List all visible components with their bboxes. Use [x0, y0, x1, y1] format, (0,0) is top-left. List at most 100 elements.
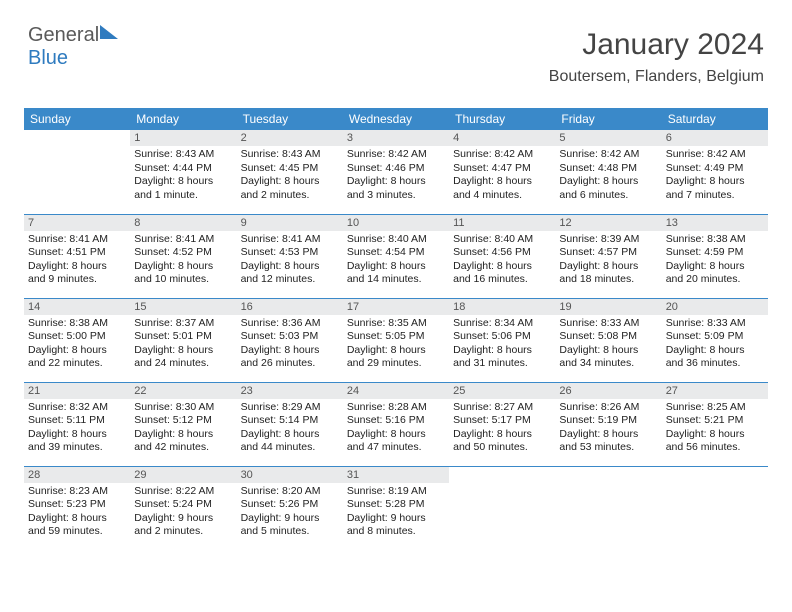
cell-day2: and 36 minutes.	[666, 357, 764, 371]
cell-sunrise: Sunrise: 8:19 AM	[347, 485, 445, 499]
cell-day1: Daylight: 8 hours	[666, 260, 764, 274]
cell-sunset: Sunset: 4:45 PM	[241, 162, 339, 176]
cell-sunrise: Sunrise: 8:32 AM	[28, 401, 126, 415]
cell-day1: Daylight: 8 hours	[134, 260, 232, 274]
cell-day1: Daylight: 8 hours	[666, 175, 764, 189]
day-number: 8	[130, 215, 236, 231]
cell-day2: and 6 minutes.	[559, 189, 657, 203]
cell-day2: and 26 minutes.	[241, 357, 339, 371]
cell-day1: Daylight: 8 hours	[134, 428, 232, 442]
day-number: 18	[449, 299, 555, 315]
cell-sunset: Sunset: 5:16 PM	[347, 414, 445, 428]
cell-day2: and 9 minutes.	[28, 273, 126, 287]
cell-day2: and 2 minutes.	[241, 189, 339, 203]
day-number: 2	[237, 130, 343, 146]
cell-day2: and 44 minutes.	[241, 441, 339, 455]
cell-sunrise: Sunrise: 8:42 AM	[666, 148, 764, 162]
cell-day2: and 1 minute.	[134, 189, 232, 203]
cell-sunset: Sunset: 5:19 PM	[559, 414, 657, 428]
calendar-day-cell: 10Sunrise: 8:40 AMSunset: 4:54 PMDayligh…	[343, 214, 449, 298]
calendar-day-cell: 19Sunrise: 8:33 AMSunset: 5:08 PMDayligh…	[555, 298, 661, 382]
cell-day1: Daylight: 8 hours	[134, 175, 232, 189]
calendar-day-cell: 8Sunrise: 8:41 AMSunset: 4:52 PMDaylight…	[130, 214, 236, 298]
cell-sunrise: Sunrise: 8:35 AM	[347, 317, 445, 331]
cell-day1: Daylight: 8 hours	[453, 260, 551, 274]
calendar-day-cell	[449, 466, 555, 550]
day-number: 11	[449, 215, 555, 231]
cell-day1: Daylight: 8 hours	[28, 512, 126, 526]
cell-sunset: Sunset: 5:09 PM	[666, 330, 764, 344]
cell-day1: Daylight: 8 hours	[241, 175, 339, 189]
cell-day2: and 59 minutes.	[28, 525, 126, 539]
day-number: 17	[343, 299, 449, 315]
calendar-day-cell: 15Sunrise: 8:37 AMSunset: 5:01 PMDayligh…	[130, 298, 236, 382]
day-number: 30	[237, 467, 343, 483]
location-label: Boutersem, Flanders, Belgium	[549, 68, 764, 86]
brand-word1: General	[28, 24, 99, 46]
cell-sunrise: Sunrise: 8:34 AM	[453, 317, 551, 331]
day-number: 3	[343, 130, 449, 146]
cell-sunrise: Sunrise: 8:29 AM	[241, 401, 339, 415]
calendar-day-cell: 9Sunrise: 8:41 AMSunset: 4:53 PMDaylight…	[237, 214, 343, 298]
calendar-day-cell: 1Sunrise: 8:43 AMSunset: 4:44 PMDaylight…	[130, 130, 236, 214]
cell-day2: and 31 minutes.	[453, 357, 551, 371]
calendar-week-row: 14Sunrise: 8:38 AMSunset: 5:00 PMDayligh…	[24, 298, 768, 382]
calendar-day-cell: 21Sunrise: 8:32 AMSunset: 5:11 PMDayligh…	[24, 382, 130, 466]
cell-day2: and 39 minutes.	[28, 441, 126, 455]
calendar-day-cell: 23Sunrise: 8:29 AMSunset: 5:14 PMDayligh…	[237, 382, 343, 466]
cell-sunset: Sunset: 4:57 PM	[559, 246, 657, 260]
cell-sunset: Sunset: 5:24 PM	[134, 498, 232, 512]
calendar-day-cell: 30Sunrise: 8:20 AMSunset: 5:26 PMDayligh…	[237, 466, 343, 550]
cell-sunset: Sunset: 4:49 PM	[666, 162, 764, 176]
calendar-week-row: 1Sunrise: 8:43 AMSunset: 4:44 PMDaylight…	[24, 130, 768, 214]
cell-sunrise: Sunrise: 8:41 AM	[134, 233, 232, 247]
cell-sunrise: Sunrise: 8:36 AM	[241, 317, 339, 331]
cell-day2: and 50 minutes.	[453, 441, 551, 455]
weekday-header: Friday	[555, 108, 661, 130]
day-number: 26	[555, 383, 661, 399]
cell-day2: and 18 minutes.	[559, 273, 657, 287]
cell-day2: and 8 minutes.	[347, 525, 445, 539]
cell-day2: and 3 minutes.	[347, 189, 445, 203]
cell-day2: and 56 minutes.	[666, 441, 764, 455]
day-number: 22	[130, 383, 236, 399]
cell-day2: and 47 minutes.	[347, 441, 445, 455]
cell-sunrise: Sunrise: 8:33 AM	[666, 317, 764, 331]
cell-sunrise: Sunrise: 8:38 AM	[28, 317, 126, 331]
calendar-week-row: 28Sunrise: 8:23 AMSunset: 5:23 PMDayligh…	[24, 466, 768, 550]
cell-sunrise: Sunrise: 8:41 AM	[241, 233, 339, 247]
day-number: 23	[237, 383, 343, 399]
cell-day1: Daylight: 9 hours	[134, 512, 232, 526]
cell-sunrise: Sunrise: 8:33 AM	[559, 317, 657, 331]
calendar-day-cell: 12Sunrise: 8:39 AMSunset: 4:57 PMDayligh…	[555, 214, 661, 298]
cell-day1: Daylight: 8 hours	[666, 344, 764, 358]
calendar-day-cell	[662, 466, 768, 550]
cell-day1: Daylight: 8 hours	[28, 260, 126, 274]
day-number: 27	[662, 383, 768, 399]
cell-sunrise: Sunrise: 8:42 AM	[347, 148, 445, 162]
calendar-day-cell: 20Sunrise: 8:33 AMSunset: 5:09 PMDayligh…	[662, 298, 768, 382]
cell-sunrise: Sunrise: 8:41 AM	[28, 233, 126, 247]
calendar-week-row: 7Sunrise: 8:41 AMSunset: 4:51 PMDaylight…	[24, 214, 768, 298]
calendar-day-cell: 4Sunrise: 8:42 AMSunset: 4:47 PMDaylight…	[449, 130, 555, 214]
weekday-header: Wednesday	[343, 108, 449, 130]
day-number: 25	[449, 383, 555, 399]
cell-sunset: Sunset: 5:11 PM	[28, 414, 126, 428]
cell-sunrise: Sunrise: 8:43 AM	[241, 148, 339, 162]
calendar-day-cell: 14Sunrise: 8:38 AMSunset: 5:00 PMDayligh…	[24, 298, 130, 382]
cell-day1: Daylight: 8 hours	[347, 344, 445, 358]
weekday-header: Thursday	[449, 108, 555, 130]
day-number: 9	[237, 215, 343, 231]
cell-day1: Daylight: 8 hours	[134, 344, 232, 358]
cell-day1: Daylight: 8 hours	[241, 344, 339, 358]
cell-day1: Daylight: 8 hours	[347, 175, 445, 189]
cell-day2: and 4 minutes.	[453, 189, 551, 203]
cell-day2: and 24 minutes.	[134, 357, 232, 371]
cell-sunset: Sunset: 4:56 PM	[453, 246, 551, 260]
cell-sunrise: Sunrise: 8:43 AM	[134, 148, 232, 162]
calendar-day-cell: 29Sunrise: 8:22 AMSunset: 5:24 PMDayligh…	[130, 466, 236, 550]
calendar-day-cell: 17Sunrise: 8:35 AMSunset: 5:05 PMDayligh…	[343, 298, 449, 382]
calendar-day-cell	[24, 130, 130, 214]
cell-day2: and 29 minutes.	[347, 357, 445, 371]
calendar-day-cell: 18Sunrise: 8:34 AMSunset: 5:06 PMDayligh…	[449, 298, 555, 382]
